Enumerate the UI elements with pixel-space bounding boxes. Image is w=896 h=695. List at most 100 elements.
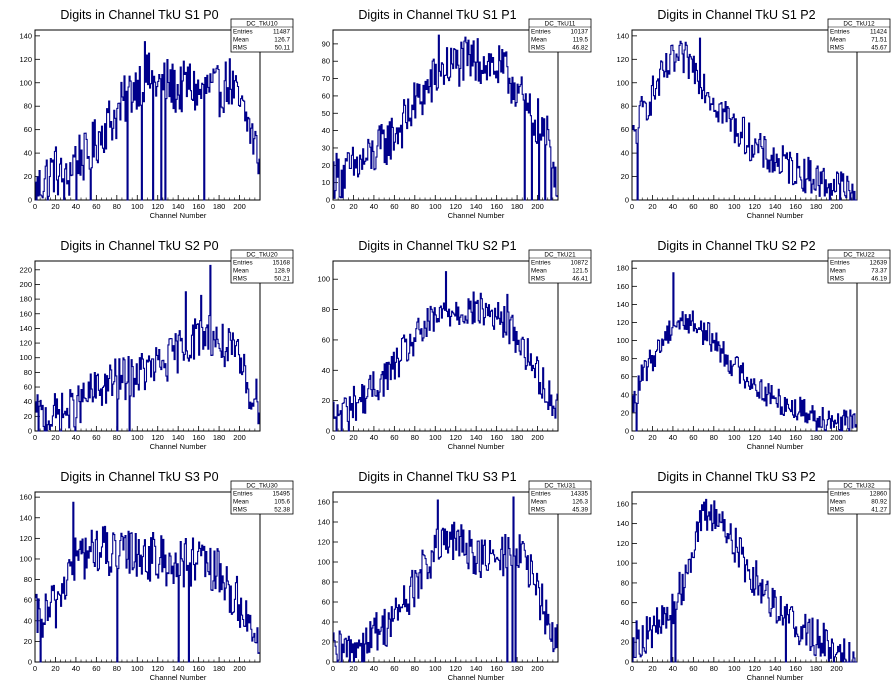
- stats-value-rms: 45.39: [572, 507, 588, 514]
- x-tick-label: 200: [233, 202, 246, 211]
- stats-name: DC_TkU11: [545, 21, 576, 28]
- x-tick-label: 140: [769, 433, 782, 442]
- x-tick-label: 180: [511, 433, 524, 442]
- x-tick-label: 140: [470, 664, 483, 673]
- x-tick-label: 100: [131, 664, 144, 673]
- stats-value-rms: 50.11: [275, 45, 291, 52]
- y-tick-label: 140: [317, 518, 330, 527]
- chart-title: Digits in Channel TkU S1 P1: [358, 8, 516, 22]
- stats-label: Entries: [531, 260, 551, 267]
- histogram-panel: Digits in Channel TkU S3 P2 0 20 40 60 80 100 1…: [616, 470, 891, 682]
- stats-value-mean: 126.3: [572, 499, 588, 506]
- plot-frame: [34, 260, 261, 432]
- y-tick-label: 160: [317, 498, 330, 507]
- y-tick-label: 0: [326, 196, 330, 205]
- stats-value-mean: 71.51: [871, 37, 887, 44]
- x-tick-label: 140: [172, 202, 185, 211]
- y-tick-label: 80: [24, 368, 32, 377]
- x-tick-label: 0: [630, 202, 634, 211]
- y-tick-label: 100: [616, 559, 629, 568]
- stats-label: RMS: [830, 276, 844, 283]
- stats-box: [230, 18, 294, 53]
- stats-label: Mean: [531, 268, 547, 275]
- x-tick-label: 120: [151, 664, 164, 673]
- y-tick-label: 30: [322, 143, 330, 152]
- stats-value-entries: 11487: [273, 29, 291, 36]
- chart-title: Digits in Channel TkU S3 P1: [358, 470, 516, 484]
- x-tick-label: 80: [113, 202, 121, 211]
- y-tick-label: 220: [19, 265, 32, 274]
- y-tick-label: 40: [322, 126, 330, 135]
- y-tick-label: 0: [625, 427, 629, 436]
- y-tick-label: 50: [322, 109, 330, 118]
- y-tick-label: 140: [19, 31, 32, 40]
- stats-name: DC_TkU31: [544, 483, 576, 490]
- x-tick-label: 40: [72, 433, 80, 442]
- stats-label: Mean: [531, 37, 547, 44]
- x-tick-label: 80: [113, 664, 121, 673]
- x-tick-label: 180: [810, 433, 823, 442]
- x-tick-label: 60: [689, 202, 697, 211]
- y-tick-label: 40: [24, 616, 32, 625]
- stats-value-mean: 128.9: [274, 268, 290, 275]
- x-tick-label: 80: [411, 202, 419, 211]
- x-tick-label: 160: [490, 433, 503, 442]
- y-tick-label: 0: [625, 658, 629, 667]
- x-tick-label: 40: [669, 433, 677, 442]
- x-tick-label: 160: [789, 433, 802, 442]
- x-axis-label: Channel Number: [150, 673, 207, 682]
- stats-label: RMS: [531, 45, 545, 52]
- x-tick-label: 40: [669, 664, 677, 673]
- y-tick-label: 80: [322, 57, 330, 66]
- x-tick-label: 80: [113, 433, 121, 442]
- histogram-panel: Digits in Channel TkU S1 P2 0 20 40 60 80 100 1…: [616, 8, 891, 220]
- x-axis-label: Channel Number: [448, 673, 505, 682]
- histogram-panel: Digits in Channel TkU S3 P0 0 20 40 60 80 100 1…: [19, 470, 294, 682]
- histogram-panel: Digits in Channel TkU S2 P2 0 20 40 60 80 100 1…: [616, 239, 891, 451]
- y-tick-label: 20: [322, 396, 330, 405]
- x-tick-label: 60: [390, 664, 398, 673]
- x-tick-label: 0: [331, 664, 335, 673]
- y-tick-label: 20: [322, 638, 330, 647]
- stats-label: Mean: [830, 268, 846, 275]
- stats-value-entries: 11424: [870, 29, 888, 36]
- stats-label: Entries: [830, 260, 850, 267]
- histogram-panel: Digits in Channel TkU S1 P10 20 40 60 80 100 1…: [322, 8, 592, 220]
- y-tick-label: 160: [19, 493, 32, 502]
- x-tick-label: 100: [131, 433, 144, 442]
- stats-value-mean: 80.92: [871, 499, 887, 506]
- stats-label: Entries: [830, 491, 850, 498]
- x-tick-label: 40: [370, 202, 378, 211]
- y-tick-label: 60: [322, 335, 330, 344]
- y-tick-label: 100: [616, 336, 629, 345]
- y-tick-label: 80: [24, 102, 32, 111]
- y-tick-label: 70: [322, 74, 330, 83]
- x-tick-label: 120: [449, 664, 462, 673]
- x-tick-label: 60: [92, 433, 100, 442]
- chart-title: Digits in Channel TkU S1 P2: [657, 8, 815, 22]
- chart-title: Digits in Channel TkU S2 P2: [657, 239, 815, 253]
- x-axis-label: Channel Number: [448, 211, 505, 220]
- y-tick-label: 20: [621, 408, 629, 417]
- histogram-panel: Digits in Channel TkU S2 P1 0 20 40 60 80 100 1…: [317, 239, 592, 451]
- x-tick-label: 100: [728, 202, 741, 211]
- x-tick-label: 0: [630, 433, 634, 442]
- histogram-panel: Digits in Channel TkU S3 P1 0 20 40 60 80 100 1…: [317, 470, 592, 682]
- chart-title: Digits in Channel TkU S3 P0: [60, 470, 218, 484]
- histogram-series-line: [333, 34, 558, 201]
- y-tick-label: 60: [621, 125, 629, 134]
- y-tick-label: 80: [24, 575, 32, 584]
- plot-frame: [631, 260, 858, 432]
- y-tick-label: 80: [322, 578, 330, 587]
- x-tick-label: 120: [748, 202, 761, 211]
- y-tick-label: 0: [28, 427, 32, 436]
- x-axis-label: Channel Number: [747, 442, 804, 451]
- x-tick-label: 200: [830, 433, 843, 442]
- y-tick-label: 120: [616, 55, 629, 64]
- stats-label: RMS: [830, 507, 844, 514]
- y-tick-label: 60: [322, 598, 330, 607]
- stats-value-entries: 15495: [272, 491, 290, 498]
- x-tick-label: 60: [689, 664, 697, 673]
- stats-label: Mean: [233, 499, 249, 506]
- x-tick-label: 20: [51, 433, 59, 442]
